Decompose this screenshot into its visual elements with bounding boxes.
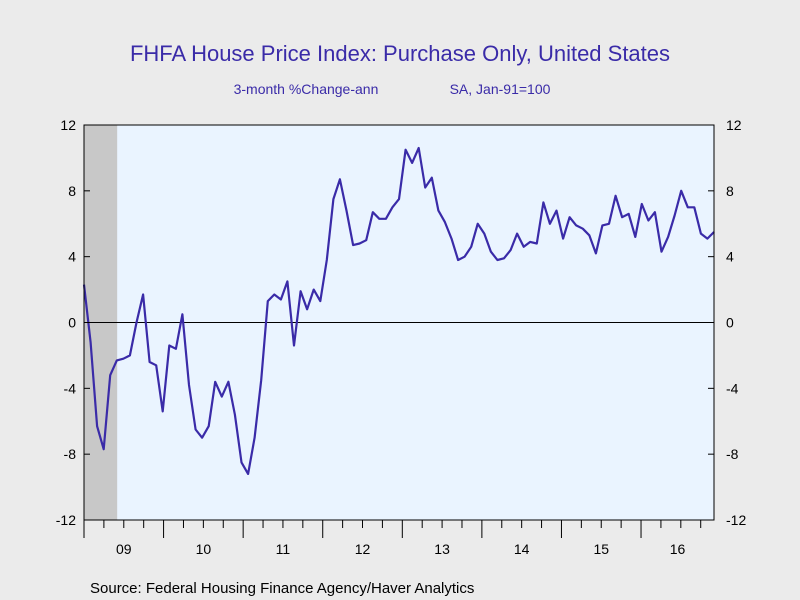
- x-tick-label: 12: [355, 541, 371, 557]
- chart-subtitle-right: SA, Jan-91=100: [450, 81, 551, 97]
- y-tick-label-left: 0: [68, 315, 76, 331]
- x-tick-label: 14: [514, 541, 530, 557]
- y-tick-label-right: -8: [726, 446, 739, 462]
- y-tick-label-left: -12: [56, 512, 76, 528]
- x-tick-label: 15: [593, 541, 609, 557]
- y-tick-label-left: 4: [68, 249, 76, 265]
- x-tick-label: 10: [196, 541, 212, 557]
- x-tick-label: 09: [116, 541, 132, 557]
- y-tick-label-right: 0: [726, 315, 734, 331]
- y-tick-label-right: 4: [726, 249, 734, 265]
- x-axis: 09 10 11 12 13 14 15 16: [83, 520, 702, 557]
- y-tick-label-left: -4: [64, 380, 77, 396]
- chart-title: FHFA House Price Index: Purchase Only, U…: [130, 41, 670, 66]
- chart-subtitle-left: 3-month %Change-ann: [234, 81, 379, 97]
- source-note: Source: Federal Housing Finance Agency/H…: [90, 580, 474, 597]
- y-tick-label-right: 8: [726, 183, 734, 199]
- y-tick-label-left: 8: [68, 183, 76, 199]
- y-axis-right: -12 -8 -4 0 4 8 12: [708, 117, 746, 528]
- y-tick-label-right: -4: [726, 380, 739, 396]
- y-tick-label-right: 12: [726, 117, 742, 133]
- x-tick-label: 13: [434, 541, 450, 557]
- x-tick-label: 11: [276, 541, 291, 557]
- series-line: [82, 146, 715, 475]
- y-tick-label-left: -8: [64, 446, 77, 462]
- y-tick-label-left: 12: [60, 117, 76, 133]
- y-axis-left: -12 -8 -4 0 4 8 12: [56, 117, 90, 528]
- y-tick-label-right: -12: [726, 512, 746, 528]
- x-tick-label: 16: [670, 541, 686, 557]
